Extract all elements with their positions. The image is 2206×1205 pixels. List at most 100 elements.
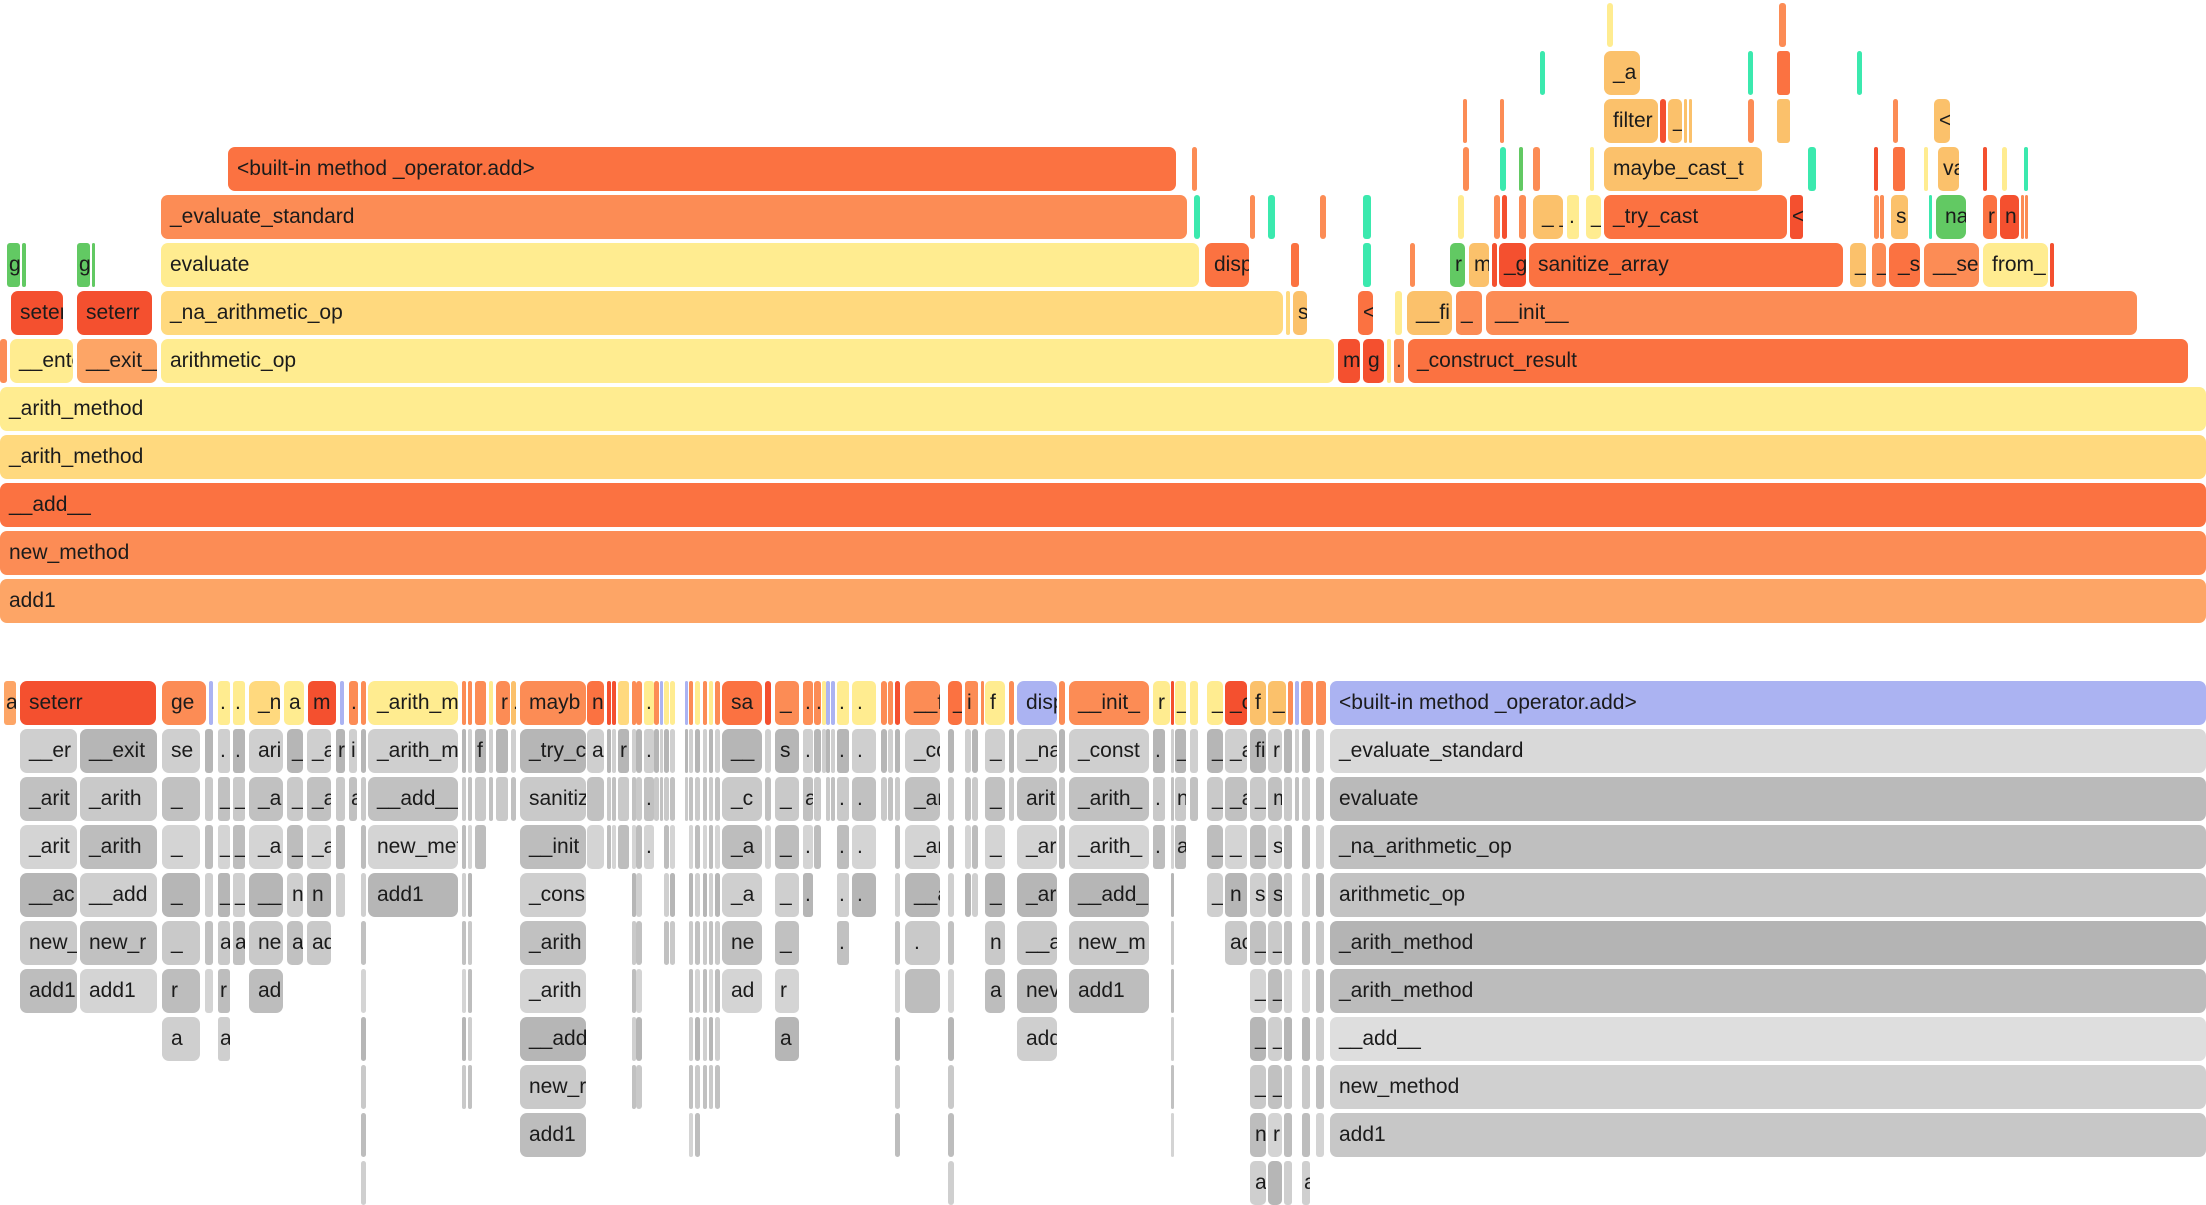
caller-cell-a[interactable]: a (1250, 1161, 1266, 1205)
caller-header-sliver[interactable] (636, 681, 642, 725)
caller-cell-frame[interactable]: _ (218, 825, 230, 869)
frame-sliver[interactable] (1540, 51, 1545, 95)
caller-cell-r[interactable]: r (1268, 729, 1282, 773)
caller-cell-sliver[interactable] (895, 1017, 900, 1061)
caller-cell-frame[interactable]: _ (985, 825, 1005, 869)
caller-cell-sliver[interactable] (703, 969, 707, 1013)
caller-header-sliver[interactable] (709, 681, 713, 725)
frame-sliver[interactable] (1893, 99, 1898, 143)
caller-header-sliver[interactable] (981, 681, 984, 725)
caller-cell-frame[interactable]: _ (1250, 825, 1266, 869)
frame-built-in-method-operator-add[interactable]: <built-in method _operator.add> (228, 147, 1176, 191)
caller-cell-na[interactable]: _na (1017, 729, 1057, 773)
caller-cell-sliver[interactable] (703, 921, 707, 965)
caller-cell-sliver[interactable] (715, 825, 720, 869)
caller-cell-frame[interactable]: _ (1250, 777, 1266, 821)
caller-cell-sliver[interactable] (618, 825, 629, 869)
caller-cell-sliver[interactable] (948, 1065, 954, 1109)
caller-cell-frame[interactable]: . (837, 921, 849, 965)
caller-cell-frame[interactable]: _ (1207, 825, 1223, 869)
caller-cell-i[interactable]: i (349, 729, 357, 773)
caller-header-sliver[interactable] (822, 681, 826, 725)
caller-cell-frame[interactable]: _ (775, 921, 799, 965)
caller-cell-sliver[interactable] (888, 777, 893, 821)
caller-header-frame[interactable]: . (218, 681, 230, 725)
frame-disp[interactable]: disp (1205, 243, 1249, 287)
caller-cell-sliver[interactable] (965, 729, 971, 773)
frame-m[interactable]: m (1338, 339, 1360, 383)
caller-cell-sliver[interactable] (1316, 1113, 1324, 1157)
caller-header-frame[interactable]: . (511, 681, 516, 725)
caller-header-mayb[interactable]: mayb (520, 681, 586, 725)
caller-cell-ad[interactable]: ad (307, 921, 331, 965)
caller-cell-frame[interactable]: __ (249, 873, 283, 917)
frame-frame[interactable]: < (1790, 195, 1803, 239)
caller-cell-sliver[interactable] (1316, 777, 1324, 821)
caller-cell-sliver[interactable] (695, 1065, 700, 1109)
caller-cell-const[interactable]: _const (1069, 729, 1149, 773)
frame-frame[interactable]: _ (1586, 195, 1601, 239)
frame-g[interactable]: g (1363, 339, 1384, 383)
caller-header-frame[interactable]: . (837, 681, 849, 725)
caller-cell-sliver[interactable] (361, 969, 366, 1013)
caller-cell-sliver[interactable] (685, 729, 688, 773)
caller-cell-sliver[interactable] (462, 1065, 466, 1109)
frame-evaluate[interactable]: evaluate (161, 243, 1199, 287)
caller-cell-sliver[interactable] (695, 729, 700, 773)
frame-sliver[interactable] (1684, 99, 1687, 143)
caller-cell-sliver[interactable] (475, 825, 486, 869)
caller-cell-sliver[interactable] (1171, 1017, 1174, 1061)
caller-cell-sliver[interactable] (826, 729, 830, 773)
caller-cell-arith[interactable]: _arith_ (1069, 825, 1149, 869)
caller-cell-sliver[interactable] (715, 873, 720, 917)
caller-cell-sliver[interactable] (695, 873, 700, 917)
caller-cell-sliver[interactable] (1171, 873, 1174, 917)
caller-cell-n[interactable]: n (985, 921, 1005, 965)
caller-cell-sliver[interactable] (1059, 729, 1065, 773)
caller-header-built-in-method-operator-add[interactable]: <built-in method _operator.add> (1330, 681, 2206, 725)
frame-sliver[interactable] (1500, 99, 1504, 143)
frame-sliver[interactable] (1880, 195, 1884, 239)
caller-header-sliver[interactable] (695, 681, 700, 725)
caller-cell-sliver[interactable] (881, 729, 887, 773)
caller-cell-sanitiz[interactable]: sanitiz (520, 777, 586, 821)
frame-from[interactable]: from_ (1983, 243, 2048, 287)
caller-cell-sliver[interactable] (689, 873, 693, 917)
caller-cell-add[interactable]: __add (80, 873, 157, 917)
caller-cell-sliver[interactable] (636, 921, 642, 965)
frame-sliver[interactable] (1410, 243, 1415, 287)
caller-cell-sliver[interactable] (1284, 729, 1292, 773)
caller-cell-ad[interactable]: ad (249, 969, 283, 1013)
caller-cell-frame[interactable]: _ (233, 825, 245, 869)
caller-cell-sliver[interactable] (636, 1017, 642, 1061)
caller-cell-sliver[interactable] (1268, 1161, 1282, 1205)
caller-cell-r[interactable]: r (775, 969, 799, 1013)
caller-cell-frame[interactable]: . (837, 777, 849, 821)
frame-frame[interactable]: _ _ (1533, 195, 1563, 239)
frame-sliver[interactable] (1748, 51, 1753, 95)
caller-cell-sliver[interactable] (689, 921, 693, 965)
caller-cell-frame[interactable]: . (852, 777, 876, 821)
frame-sanitize-array[interactable]: sanitize_array (1529, 243, 1843, 287)
caller-header-f[interactable]: f (1250, 681, 1266, 725)
frame-sliver[interactable] (1320, 195, 1326, 239)
frame-filter[interactable]: filter (1604, 99, 1658, 143)
frame-sliver[interactable] (1363, 243, 1371, 287)
frame-a[interactable]: _a (1604, 51, 1640, 95)
caller-cell-sliver[interactable] (361, 873, 366, 917)
caller-cell-a[interactable]: a (1302, 1161, 1310, 1205)
caller-cell-sliver[interactable] (468, 873, 472, 917)
caller-header-n[interactable]: _n (249, 681, 280, 725)
caller-cell-frame[interactable]: . (803, 873, 813, 917)
caller-cell-sliver[interactable] (709, 921, 713, 965)
frame-frame[interactable]: _ (1456, 291, 1482, 335)
caller-cell-frame[interactable]: _ (1207, 729, 1223, 773)
caller-cell-sliver[interactable] (511, 729, 516, 773)
caller-cell-s[interactable]: s (1268, 873, 1282, 917)
caller-cell-arit[interactable]: _arit (20, 777, 77, 821)
frame-se[interactable]: __se (1924, 243, 1979, 287)
caller-cell-arith-method[interactable]: _arith_method (1330, 921, 2206, 965)
caller-cell-sliver[interactable] (205, 921, 213, 965)
caller-cell-sliver[interactable] (895, 1065, 900, 1109)
caller-header-a[interactable]: a (4, 681, 16, 725)
